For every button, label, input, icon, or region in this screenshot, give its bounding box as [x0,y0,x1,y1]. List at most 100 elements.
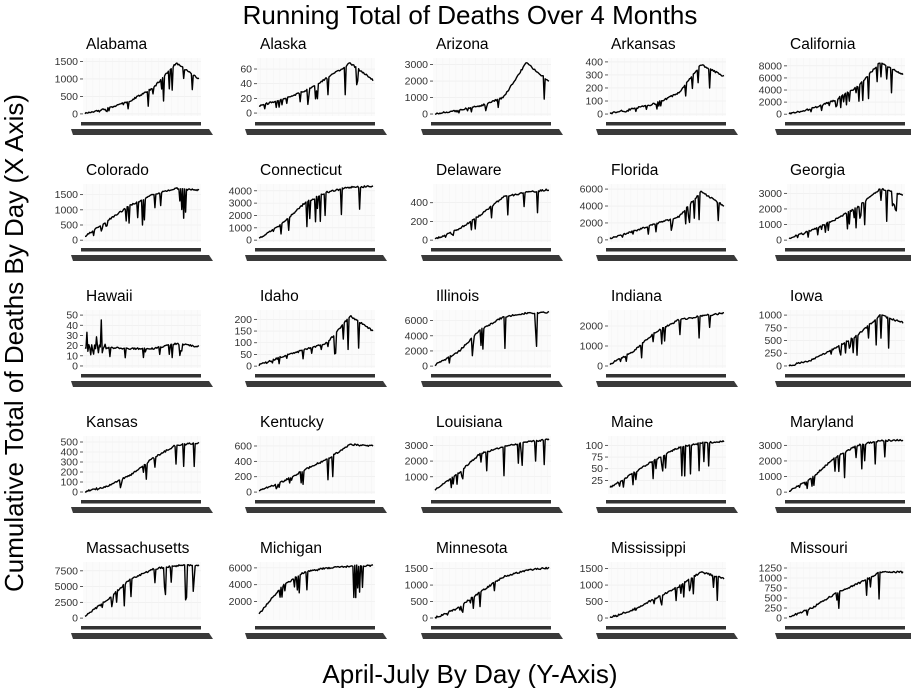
x-tick-marks [255,374,375,378]
series-line [84,319,200,359]
y-tick-label: 150 [234,326,252,338]
x-tick-labels-overlap [421,381,563,387]
x-axis-ticks [245,500,387,513]
facet-arizona: Arizona 0 1000 2000 3000 [405,36,563,135]
series-line [434,438,550,491]
y-tick-label: 3000 [759,440,783,452]
y-tick-label: 2000 [759,97,783,109]
x-axis-ticks [71,626,213,639]
x-axis-ticks [775,500,911,513]
x-tick-labels-overlap [245,255,387,261]
y-tick-label: 500 [585,596,603,608]
y-tick-label: 0 [597,109,603,121]
y-tick-label: 3000 [405,59,429,71]
x-tick-marks [785,248,905,252]
y-tick-label: 50 [66,310,78,322]
y-tick-label: 1000 [405,92,429,104]
panel-title: California [790,36,856,53]
x-axis-ticks [71,248,213,261]
y-tick-label: 0 [422,109,428,121]
y-tick-label: 2500 [55,597,79,609]
panel-background [608,562,726,620]
y-tick-label: 1500 [55,56,79,68]
panel-title: Arizona [436,36,489,53]
y-tick-label: 100 [60,477,78,489]
facet-panels: Alabama050010001500Alaska0204060Arizona0… [55,36,911,639]
y-tick-label: 6000 [580,184,604,196]
y-tick-label: 0 [246,361,252,373]
x-tick-labels-overlap [245,507,387,513]
y-tick-label: 750 [764,583,782,595]
x-tick-labels-overlap [775,507,911,513]
y-tick-label: 60 [240,64,252,76]
y-tick-label: 400 [410,197,428,209]
y-tick-label: 100 [234,337,252,349]
panel-background [83,436,201,494]
series-line [258,443,374,492]
y-tick-label: 500 [60,219,78,231]
x-tick-marks [81,122,201,126]
x-tick-labels-overlap [596,507,738,513]
x-tick-labels-overlap [775,129,911,135]
x-tick-marks [255,248,375,252]
y-tick-label: 400 [234,456,252,468]
panel-background [83,562,201,620]
y-tick-label: 2000 [229,596,253,608]
panel-title: Delaware [436,162,501,179]
y-tick-label: 2000 [759,203,783,215]
series-line [258,62,374,110]
panel-background [787,436,905,494]
y-tick-label: 200 [234,314,252,326]
x-tick-marks [255,626,375,630]
x-tick-labels-overlap [245,381,387,387]
series-line [609,190,725,240]
series-line [609,440,725,488]
x-tick-labels-overlap [421,255,563,261]
y-tick-label: 50 [240,349,252,361]
y-tick-label: 0 [597,613,603,625]
y-tick-label: 1000 [55,204,79,216]
y-tick-label: 40 [240,78,252,90]
series-line [258,564,374,615]
facet-maryland: Maryland 0 1000 2000 3000 [759,414,911,513]
series-line [434,566,550,619]
panel-background [787,310,905,368]
y-tick-label: 2000 [580,321,604,333]
panel-background [83,58,201,116]
y-tick-label: 300 [585,69,603,81]
x-axis-ticks [245,626,387,639]
x-tick-labels-overlap [596,255,738,261]
y-tick-label: 1500 [55,189,79,201]
y-tick-label: 2000 [405,456,429,468]
y-tick-label: 0 [72,613,78,625]
y-tick-label: 4000 [229,579,253,591]
y-tick-label: 0 [246,108,252,120]
y-tick-label: 0 [72,108,78,120]
x-axis-ticks [596,248,738,261]
panel-title: Idaho [260,288,299,305]
y-tick-label: 8000 [759,60,783,72]
y-tick-label: 0 [72,487,78,499]
panel-title: Louisiana [436,414,503,431]
y-tick-label: 2000 [229,210,253,222]
y-tick-label: 2000 [405,76,429,88]
y-tick-label: 1500 [580,563,604,575]
y-tick-label: 75 [591,452,603,464]
x-tick-marks [81,500,201,504]
y-tick-label: 400 [60,447,78,459]
series-line [788,187,904,240]
x-tick-labels-overlap [421,507,563,513]
x-tick-labels-overlap [775,255,911,261]
y-tick-label: 0 [72,235,78,247]
x-tick-labels-overlap [245,633,387,639]
x-tick-labels-overlap [596,633,738,639]
x-tick-labels-overlap [775,633,911,639]
facet-georgia: Georgia 0 1000 2000 3000 [759,162,911,261]
panel-background [83,310,201,368]
series-line [788,314,904,367]
panel-title: Massachusetts [86,540,190,557]
y-tick-label: 500 [764,335,782,347]
y-tick-label: 2000 [759,455,783,467]
series-line [788,438,904,493]
